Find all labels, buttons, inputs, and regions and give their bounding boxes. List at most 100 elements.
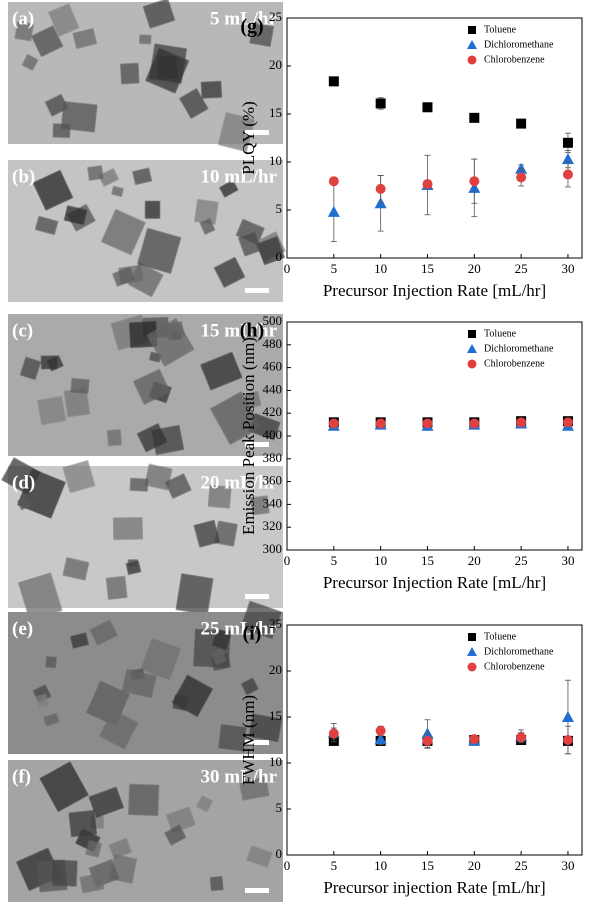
tem-images: (a) 5 mL/hr (b) 10 mL/hr (c) 15 mL/hr (d) 20 mL… bbox=[1, 0, 286, 902]
image-panel: (c) 15 mL/hr bbox=[8, 314, 283, 456]
nanoplatelet bbox=[209, 391, 262, 445]
nanoplatelet bbox=[249, 22, 275, 48]
panel-label: (e) bbox=[12, 618, 33, 639]
chart: 300 320 340 360 380 400 420 440 460 480 500 0 5 10 15 2… bbox=[239, 313, 583, 592]
nanoplatelet bbox=[32, 169, 74, 211]
legend-entry: Dichloromethane bbox=[467, 646, 554, 657]
x-tick-label: 25 bbox=[515, 553, 528, 568]
legend-swatch bbox=[467, 55, 477, 65]
marker-triangle bbox=[327, 205, 340, 217]
marker-triangle bbox=[561, 711, 574, 722]
nanoplatelet bbox=[218, 724, 247, 752]
marker-circle bbox=[562, 169, 573, 180]
marker-circle bbox=[516, 172, 527, 183]
nanoplatelet bbox=[165, 806, 196, 834]
nanoplatelet bbox=[136, 423, 168, 453]
marker-square bbox=[375, 98, 386, 109]
marker-triangle bbox=[374, 733, 387, 745]
nanoplatelet bbox=[214, 520, 238, 547]
x-tick-label: 25 bbox=[515, 858, 528, 873]
nanoplatelet bbox=[250, 495, 270, 516]
nanoplatelet bbox=[217, 111, 256, 153]
nanoplatelet bbox=[210, 648, 227, 666]
marker-circle bbox=[328, 728, 339, 739]
legend-swatch bbox=[468, 633, 476, 641]
nanoplatelet bbox=[19, 356, 42, 381]
nanoplatelet bbox=[98, 709, 139, 750]
nanoplatelet bbox=[193, 198, 219, 225]
scale-bar bbox=[245, 740, 269, 745]
chart-label: (h) bbox=[240, 320, 264, 342]
x-tick-label: 5 bbox=[331, 261, 338, 276]
scale-bar bbox=[245, 594, 269, 599]
y-tick-label: 25 bbox=[269, 616, 282, 631]
chart: 0 5 10 15 20 25 0 5 10 15 20 25 30 Precursor injectio… bbox=[239, 616, 583, 897]
legend-label: Toluene bbox=[484, 24, 517, 35]
marker-circle bbox=[375, 418, 386, 429]
nanoplatelet bbox=[146, 317, 195, 367]
nanoplatelet bbox=[34, 215, 59, 236]
y-tick-label: 15 bbox=[269, 105, 282, 120]
y-tick-label: 440 bbox=[263, 381, 283, 396]
nanoplatelet bbox=[112, 266, 135, 287]
x-tick-label: 10 bbox=[374, 553, 387, 568]
y-tick-label: 5 bbox=[276, 800, 283, 815]
nanoplatelet bbox=[129, 477, 149, 492]
nanoplatelet bbox=[164, 473, 192, 500]
nanoplatelet bbox=[248, 713, 283, 743]
marker-circle bbox=[562, 735, 573, 745]
y-tick-label: 0 bbox=[276, 249, 283, 264]
nanoplatelet bbox=[21, 53, 39, 71]
nanoplatelet bbox=[70, 377, 90, 394]
x-axis-label: Precursor injection Rate [mL/hr] bbox=[323, 878, 545, 897]
y-tick-label: 10 bbox=[269, 754, 282, 769]
chart-label: (g) bbox=[240, 16, 263, 38]
nanoplatelet bbox=[175, 573, 214, 616]
nanoplatelet bbox=[17, 496, 31, 511]
nanoplatelet bbox=[46, 355, 64, 372]
rate-label: 10 mL/hr bbox=[200, 166, 277, 187]
marker-triangle bbox=[515, 162, 528, 174]
nanoplatelet bbox=[48, 3, 80, 37]
y-tick-label: 10 bbox=[269, 153, 282, 168]
nanoplatelet bbox=[200, 80, 223, 99]
nanoplatelet bbox=[45, 656, 57, 669]
x-tick-label: 0 bbox=[284, 261, 291, 276]
nanoplatelet bbox=[209, 876, 224, 892]
rate-label: 20 mL/hr bbox=[200, 472, 277, 493]
x-tick-label: 20 bbox=[468, 858, 481, 873]
marker-circle bbox=[562, 417, 573, 428]
rate-label: 25 mL/hr bbox=[200, 618, 277, 639]
nanoplatelet bbox=[62, 459, 96, 494]
marker-square bbox=[516, 118, 527, 129]
nanoplatelet bbox=[62, 557, 90, 581]
nanoplatelet bbox=[132, 368, 171, 405]
chart: 0 5 10 15 20 25 0 5 10 15 20 25 30 Precursor Injectio… bbox=[239, 9, 583, 300]
nanoplatelet bbox=[39, 761, 89, 813]
legend-entry: Toluene bbox=[468, 631, 517, 642]
scale-bar bbox=[245, 130, 269, 135]
image-panel: (a) 5 mL/hr bbox=[8, 0, 283, 153]
nanoplatelet bbox=[100, 208, 146, 256]
nanoplatelet bbox=[164, 824, 187, 846]
nanoplatelet bbox=[199, 218, 216, 235]
rate-label: 30 mL/hr bbox=[200, 766, 277, 787]
legend-swatch bbox=[467, 662, 477, 672]
scale-bar bbox=[245, 888, 269, 893]
nanoplatelet bbox=[140, 638, 182, 681]
x-tick-label: 30 bbox=[561, 858, 574, 873]
nanoplatelet bbox=[218, 179, 239, 198]
y-tick-label: 340 bbox=[263, 495, 283, 510]
marker-circle bbox=[328, 176, 339, 187]
panel-label: (b) bbox=[12, 166, 35, 187]
y-tick-label: 480 bbox=[263, 336, 283, 351]
plot-frame bbox=[286, 321, 583, 551]
nanoplatelet bbox=[136, 227, 182, 274]
nanoplatelet bbox=[237, 231, 262, 257]
nanoplatelet bbox=[85, 840, 103, 858]
nanoplatelet bbox=[31, 25, 64, 58]
nanoplatelet bbox=[108, 837, 133, 860]
marker-square bbox=[562, 137, 573, 148]
y-tick-label: 360 bbox=[263, 473, 283, 488]
